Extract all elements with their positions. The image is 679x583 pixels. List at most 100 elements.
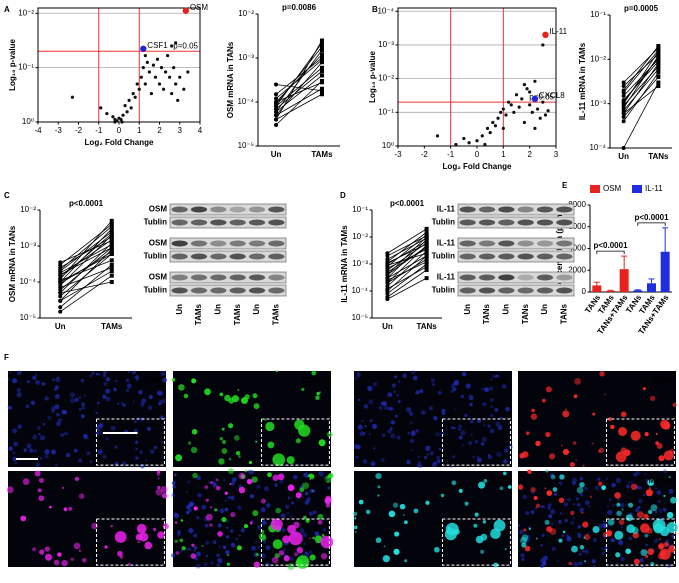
marker-signal (214, 508, 218, 512)
marker-signal (535, 440, 541, 447)
nucleus (230, 529, 234, 533)
marker-signal (354, 531, 357, 534)
nucleus (477, 457, 482, 461)
marker-signal (616, 502, 621, 507)
nucleus (287, 496, 291, 500)
nucleus (230, 481, 236, 486)
point (111, 115, 115, 119)
marker-signal (425, 500, 430, 505)
nucleus (454, 408, 457, 411)
inset-frame (95, 418, 165, 466)
nucleus (452, 387, 457, 392)
marker-signal (352, 511, 358, 516)
nucleus (257, 546, 260, 549)
nucleus (80, 378, 85, 383)
point (435, 134, 440, 138)
blot-strip (169, 203, 287, 216)
point (319, 88, 324, 93)
blot-lane-label: TAMs (271, 303, 280, 325)
marker-signal (658, 538, 661, 541)
nucleus (662, 507, 667, 512)
nucleus (186, 504, 191, 510)
point (424, 242, 429, 247)
nucleus (138, 390, 143, 395)
point (656, 55, 661, 60)
point (182, 7, 190, 14)
marker-signal (581, 511, 584, 514)
point (541, 100, 545, 104)
nucleus (35, 379, 40, 385)
marker-signal (546, 526, 553, 533)
y-tick-label: 10⁻⁴ (237, 97, 254, 106)
point (109, 245, 114, 250)
blot-band (171, 240, 188, 247)
annotation: p=0.0086 (282, 3, 317, 12)
point (139, 75, 143, 79)
point (512, 110, 516, 114)
marker-signal (558, 538, 563, 543)
marker-signal (312, 490, 314, 492)
point (58, 267, 63, 272)
nucleus (559, 512, 563, 515)
nucleus (415, 390, 420, 395)
nucleus (410, 430, 416, 437)
point (656, 61, 661, 66)
marker-signal (235, 451, 241, 456)
pair-line (623, 85, 659, 114)
point (522, 82, 527, 87)
micrograph: OSM (6, 470, 169, 567)
blot-band (517, 219, 534, 226)
marker-signal (544, 519, 550, 525)
blot-band (248, 274, 266, 281)
pair-line (387, 255, 427, 279)
marker-signal (227, 423, 234, 429)
marker-signal (604, 393, 606, 396)
marker-signal (645, 554, 649, 559)
inset-signal (287, 524, 296, 534)
marker-signal (393, 548, 400, 555)
nucleus (468, 441, 473, 445)
marker-signal (403, 520, 408, 525)
marker-signal (574, 377, 581, 385)
x-axis-title: Log₂ Fold Change (85, 138, 154, 147)
blot-band (556, 253, 573, 260)
marker-signal (174, 521, 178, 524)
nucleus (657, 500, 661, 503)
pair-line (623, 50, 659, 93)
blot-band (498, 206, 515, 213)
point (131, 91, 135, 96)
blot-band (556, 287, 573, 294)
nucleus (26, 443, 32, 449)
marker-signal (61, 559, 68, 567)
marker-signal (249, 521, 253, 525)
nucleus (577, 532, 580, 536)
marker-signal (533, 495, 538, 501)
nucleus (519, 529, 524, 535)
point (99, 106, 103, 110)
nucleus (16, 387, 21, 392)
nucleus (497, 424, 503, 431)
nucleus (579, 477, 584, 481)
nucleus (474, 439, 479, 444)
nucleus (451, 426, 454, 430)
marker-signal (221, 516, 227, 523)
marker-signal (592, 525, 600, 534)
nucleus (620, 556, 625, 562)
marker-signal (267, 472, 272, 478)
blot-band (190, 219, 208, 226)
blot-band (210, 253, 227, 260)
point (485, 126, 490, 130)
nucleus (126, 383, 132, 389)
point (178, 75, 182, 79)
marker-signal (377, 494, 380, 497)
pair-line (59, 224, 113, 266)
nucleus (477, 418, 482, 423)
nucleus (423, 456, 428, 460)
marker-signal (546, 490, 553, 497)
blot-band (536, 253, 554, 260)
nucleus (356, 372, 361, 378)
inset-signal (652, 518, 666, 532)
pair-line (60, 244, 112, 274)
nucleus (13, 441, 18, 447)
marker-signal (38, 495, 45, 502)
